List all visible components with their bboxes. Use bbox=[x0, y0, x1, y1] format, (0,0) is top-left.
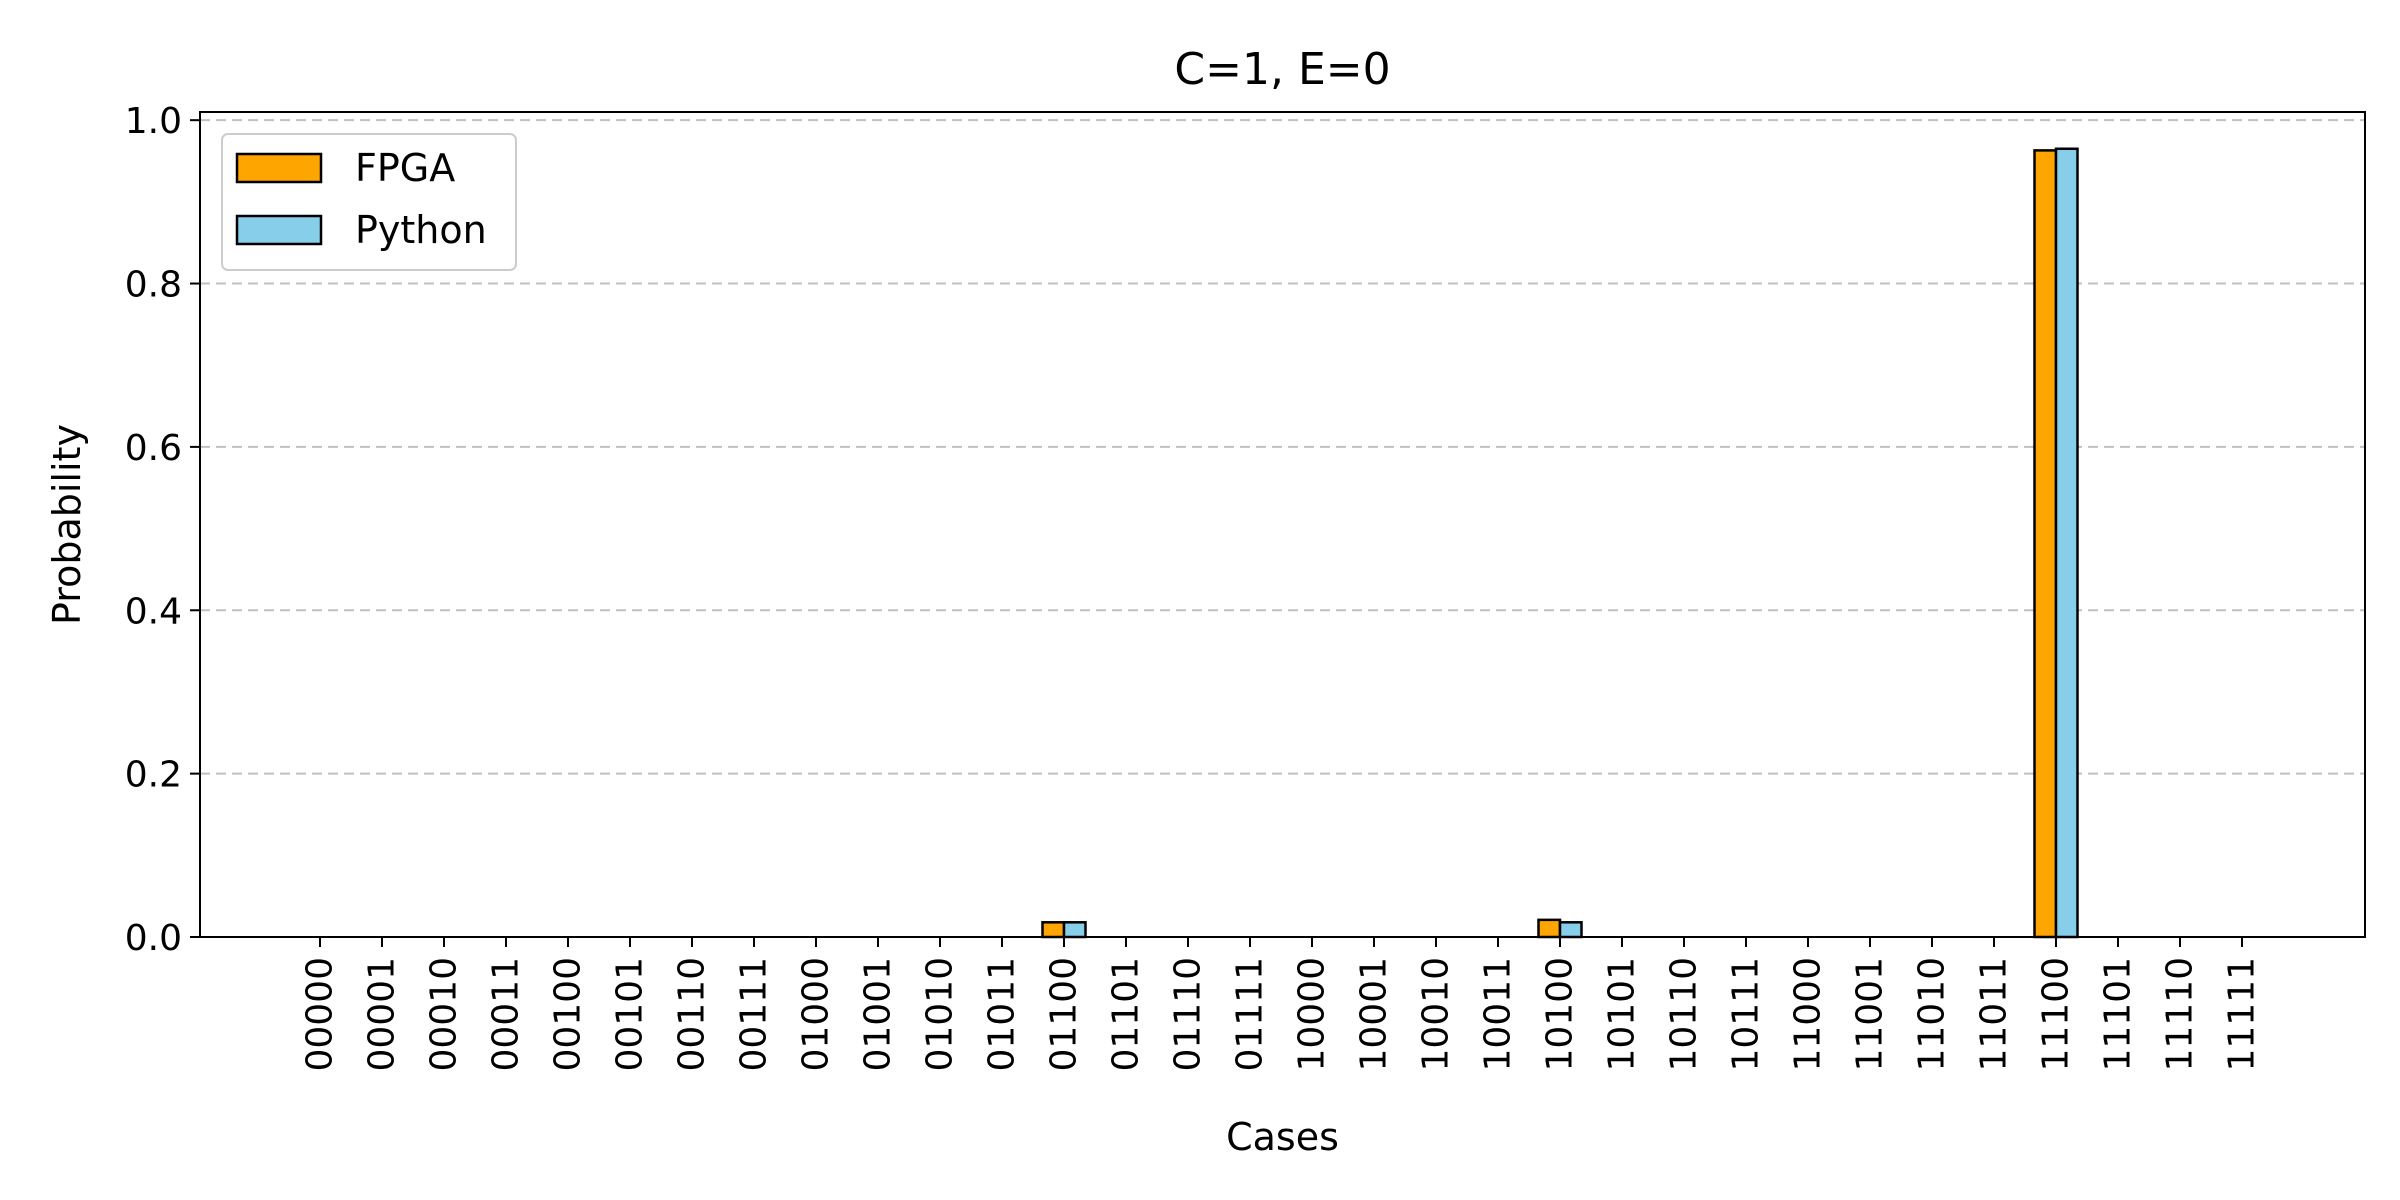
chart-title: C=1, E=0 bbox=[1174, 44, 1390, 95]
legend-label-fpga: FPGA bbox=[355, 146, 455, 190]
y-axis-ticks: 0.0 0.2 0.4 0.6 0.8 1.0 bbox=[125, 101, 200, 959]
bar-python-01100 bbox=[1062, 921, 1087, 939]
y-tick-label: 0.0 bbox=[125, 918, 182, 959]
x-tick-label: 10010 bbox=[1416, 957, 1457, 1072]
x-tick-label: 11110 bbox=[2160, 957, 2201, 1072]
x-tick-label: 01101 bbox=[1106, 957, 1147, 1072]
x-tick-label: 01000 bbox=[796, 957, 837, 1072]
x-tick-label: 10101 bbox=[1602, 957, 1643, 1072]
plot-frame bbox=[199, 111, 2366, 938]
legend-label-python: Python bbox=[355, 208, 487, 252]
x-tick-label: 00000 bbox=[300, 957, 341, 1072]
x-tick-label: 10001 bbox=[1354, 957, 1395, 1072]
x-tick-label: 11101 bbox=[2098, 957, 2139, 1072]
x-tick-label: 01111 bbox=[1230, 957, 1271, 1072]
bar-python-10100 bbox=[1558, 921, 1583, 939]
x-tick-label: 10100 bbox=[1540, 957, 1581, 1072]
y-tick-label: 0.8 bbox=[125, 265, 182, 306]
x-tick-label: 00111 bbox=[734, 957, 775, 1072]
y-axis-title: Probability bbox=[45, 424, 89, 625]
bar-fpga-10100 bbox=[1537, 918, 1562, 939]
legend-swatch-python bbox=[235, 214, 323, 246]
x-tick-label: 11100 bbox=[2036, 957, 2077, 1072]
bar-fpga-11100 bbox=[2033, 149, 2058, 939]
x-tick-label: 11000 bbox=[1788, 957, 1829, 1072]
x-tick-label: 10000 bbox=[1292, 957, 1333, 1072]
x-tick-label: 11001 bbox=[1850, 957, 1891, 1072]
x-axis-title: Cases bbox=[1226, 1115, 1339, 1159]
y-tick-label: 0.6 bbox=[125, 428, 182, 469]
x-tick-label: 11010 bbox=[1912, 957, 1953, 1072]
x-tick-label: 01001 bbox=[858, 957, 899, 1072]
x-tick-label: 01010 bbox=[920, 957, 961, 1072]
x-tick-label: 10011 bbox=[1478, 957, 1519, 1072]
x-tick-label: 00010 bbox=[424, 957, 465, 1072]
x-tick-label: 00110 bbox=[672, 957, 713, 1072]
y-tick-label: 1.0 bbox=[125, 101, 182, 142]
x-tick-label: 01110 bbox=[1168, 957, 1209, 1072]
bar-fpga-01100 bbox=[1041, 921, 1066, 939]
x-tick-label: 00101 bbox=[610, 957, 651, 1072]
x-tick-label: 10111 bbox=[1726, 957, 1767, 1072]
x-tick-label: 00001 bbox=[362, 957, 403, 1072]
x-tick-label: 00011 bbox=[486, 957, 527, 1072]
y-tick-label: 0.4 bbox=[125, 591, 182, 632]
x-axis-ticks: 00000 00001 00010 00011 00100 00101 00110 00111… bbox=[300, 937, 2263, 1072]
x-tick-label: 01011 bbox=[982, 957, 1023, 1072]
x-tick-label: 00100 bbox=[548, 957, 589, 1072]
x-tick-label: 01100 bbox=[1044, 957, 1085, 1072]
x-tick-label: 11011 bbox=[1974, 957, 2015, 1072]
legend: FPGA Python bbox=[221, 133, 517, 271]
bar-python-11100 bbox=[2054, 147, 2079, 939]
x-tick-label: 10110 bbox=[1664, 957, 1705, 1072]
legend-swatch-fpga bbox=[235, 152, 323, 184]
x-tick-label: 11111 bbox=[2222, 957, 2263, 1072]
y-tick-label: 0.2 bbox=[125, 755, 182, 796]
